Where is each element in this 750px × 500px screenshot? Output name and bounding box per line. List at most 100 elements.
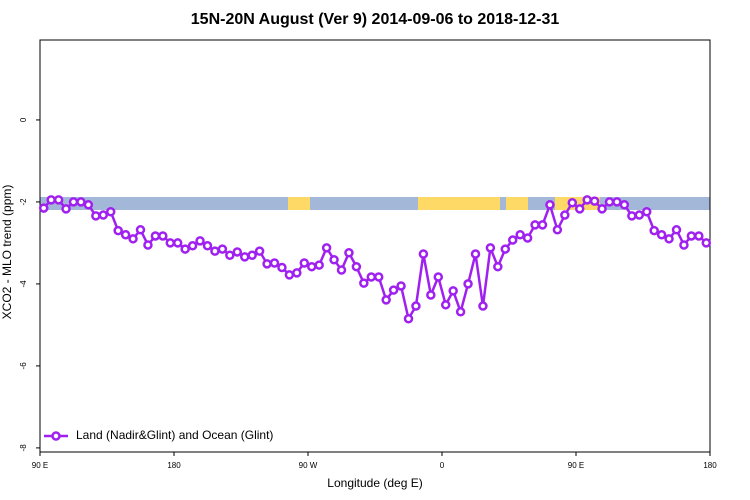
data-point [120, 229, 131, 240]
data-point [493, 261, 503, 272]
data-point [165, 238, 176, 248]
data-point [292, 268, 302, 278]
y-tick-label: -8 [19, 444, 28, 452]
data-point [195, 236, 205, 246]
data-point [530, 220, 540, 230]
data-point [552, 225, 563, 235]
data-point [113, 225, 123, 236]
data-point [612, 197, 622, 207]
data-point [671, 225, 682, 235]
data-point [135, 225, 146, 235]
data-point [180, 244, 190, 254]
x-tick-label: 0 [440, 461, 445, 470]
data-point [38, 203, 49, 213]
data-point [91, 211, 101, 221]
x-tick-label: 90 W [299, 461, 318, 470]
data-point [225, 250, 235, 260]
data-point [158, 231, 168, 241]
data-point [262, 259, 272, 269]
data-point [329, 254, 339, 265]
data-point [61, 204, 71, 214]
data-point [187, 241, 198, 251]
data-point [210, 246, 220, 256]
data-point [284, 270, 295, 280]
data-point [373, 272, 384, 282]
data-point [105, 207, 116, 217]
data-point [574, 204, 585, 214]
legend-label: Land (Nadir&Glint) and Ocean (Glint) [76, 428, 273, 442]
data-line [42, 198, 708, 323]
data-point [537, 220, 548, 230]
data-point [515, 229, 525, 240]
data-point [351, 261, 362, 272]
y-tick-label: 0 [19, 117, 28, 122]
plot-frame [39, 39, 711, 453]
data-point [664, 234, 674, 244]
data-point [440, 300, 451, 310]
data-point [604, 197, 615, 207]
data-point [470, 249, 481, 259]
y-tick-label: -4 [19, 280, 28, 288]
data-point [701, 238, 712, 248]
data-point [597, 204, 607, 214]
data-point [656, 229, 667, 240]
data-point [582, 195, 592, 205]
data-point [641, 207, 652, 217]
data-point [388, 285, 399, 295]
data-point [344, 248, 354, 258]
y-tick-label: -6 [19, 362, 28, 370]
data-point [128, 234, 138, 244]
data-point [247, 250, 257, 260]
data-point [463, 279, 473, 289]
data-point [507, 235, 518, 245]
data-point [418, 249, 429, 259]
data-point [366, 272, 377, 282]
data-point [396, 281, 406, 291]
data-point [217, 244, 228, 254]
data-point [53, 195, 64, 205]
data-point [336, 265, 347, 275]
data-point [76, 197, 86, 207]
x-axis-label: Longitude (deg E) [327, 476, 422, 490]
legend-marker [51, 431, 61, 441]
data-point [500, 244, 511, 254]
data-point [411, 301, 421, 311]
data-point [232, 247, 243, 257]
legend: Land (Nadir&Glint) and Ocean (Glint) [44, 428, 273, 442]
data-point [239, 252, 250, 262]
x-tick-label: 90 E [568, 461, 584, 470]
data-point [306, 261, 317, 272]
map-strip [40, 197, 710, 210]
data-point [589, 196, 600, 206]
data-point [448, 286, 458, 296]
data-point [522, 233, 533, 243]
data-point [485, 243, 496, 253]
data-point [686, 231, 697, 241]
data-point [679, 240, 689, 250]
data-point [426, 290, 436, 300]
data-point [299, 258, 310, 268]
data-point [98, 210, 109, 220]
data-point [627, 211, 637, 221]
data-point [46, 195, 56, 205]
data-point [478, 301, 488, 311]
data-point [83, 200, 94, 210]
chart-title: 15N-20N August (Ver 9) 2014-09-06 to 201… [191, 11, 560, 28]
x-tick-label: 180 [703, 461, 717, 470]
data-point [269, 258, 280, 268]
data-point [254, 246, 265, 256]
y-axis-label: XCO2 - MLO trend (ppm) [0, 185, 14, 320]
x-tick-label: 180 [167, 461, 181, 470]
data-point [694, 231, 704, 241]
data-point [359, 278, 369, 288]
data-point [455, 307, 466, 317]
data-point [202, 241, 213, 251]
data-point [619, 200, 630, 210]
data-point [321, 243, 332, 253]
data-point [545, 200, 555, 210]
data-point [567, 198, 578, 208]
y-tick-label: -2 [19, 198, 28, 206]
data-point [277, 262, 287, 273]
